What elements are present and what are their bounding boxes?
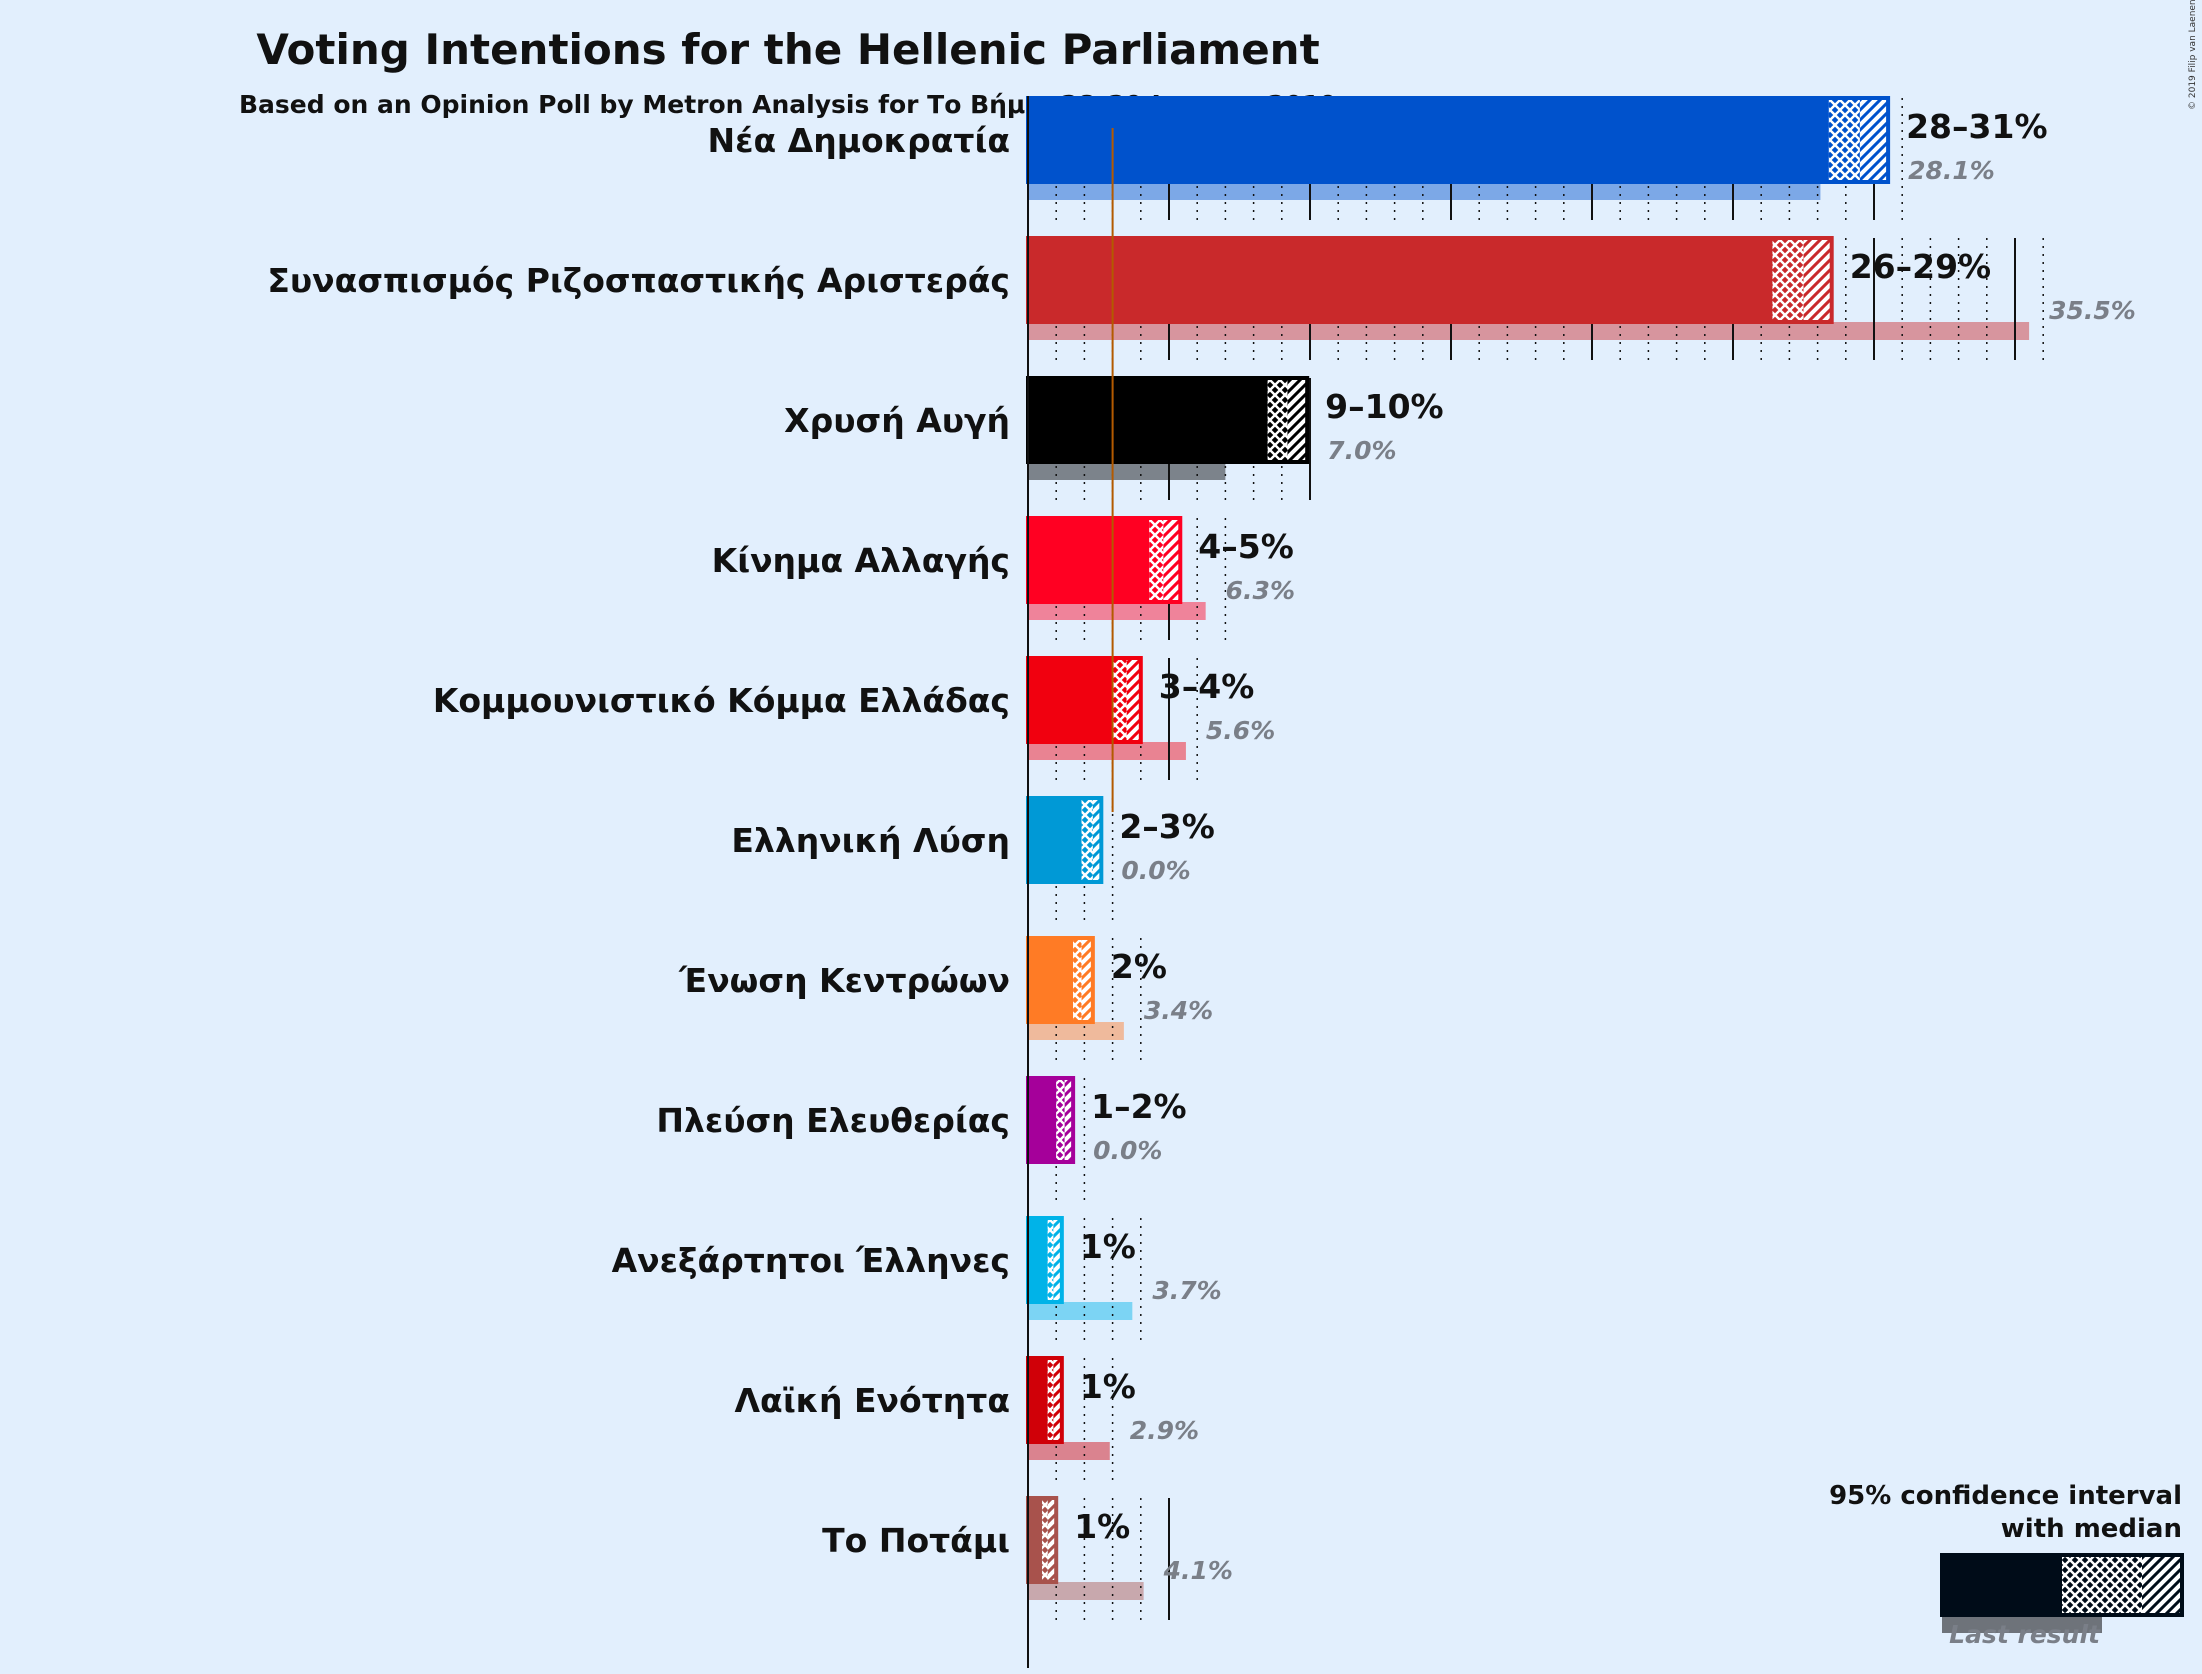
last-result-label: 7.0% xyxy=(1327,436,1396,465)
last-result-label: 2.9% xyxy=(1130,1416,1199,1445)
party-row: Κομμουνιστικό Κόμμα Ελλάδας 3–4% 5.6% xyxy=(433,656,1275,780)
party-row: Πλεύση Ελευθερίας 1–2% 0.0% xyxy=(656,1076,1187,1200)
ci-solid-bar xyxy=(1028,518,1150,602)
party-name: Το Ποτάμι xyxy=(822,1521,1010,1560)
legend-title-line2: with median xyxy=(2001,1514,2182,1544)
party-name: Ανεξάρτητοι Έλληνες xyxy=(612,1241,1010,1280)
range-label: 2–3% xyxy=(1119,807,1215,846)
last-result-bar xyxy=(1028,322,2030,340)
range-label: 4–5% xyxy=(1198,527,1294,566)
legend-crosshatch-swatch xyxy=(2062,1555,2142,1615)
ci-lower-hatch xyxy=(1047,1218,1054,1302)
ci-solid-bar xyxy=(1028,798,1082,882)
party-name: Ένωση Κεντρώων xyxy=(678,961,1010,1000)
ci-upper-hatch xyxy=(1092,798,1102,882)
last-result-label: 3.4% xyxy=(1144,996,1213,1025)
last-result-bar xyxy=(1028,462,1226,480)
ci-lower-hatch xyxy=(1042,1498,1048,1582)
ci-upper-hatch xyxy=(1081,938,1093,1022)
legend-last-swatch xyxy=(1942,1617,2102,1633)
ci-upper-hatch xyxy=(1053,1218,1062,1302)
range-label: 26–29% xyxy=(1850,247,1991,286)
party-name: Συνασπισμός Ριζοσπαστικής Αριστεράς xyxy=(267,261,1010,300)
last-result-bar xyxy=(1028,742,1186,760)
ci-lower-hatch xyxy=(1073,938,1082,1022)
legend-last-label: Last result xyxy=(1949,1620,2101,1649)
last-result-label: 4.1% xyxy=(1163,1556,1233,1585)
ci-upper-hatch xyxy=(1163,518,1181,602)
ci-solid-bar xyxy=(1028,238,1773,322)
ci-solid-bar xyxy=(1028,1498,1043,1582)
party-row: Ελληνική Λύση 2–3% 0.0% xyxy=(731,796,1215,920)
party-name: Χρυσή Αυγή xyxy=(784,401,1010,440)
party-row: Ανεξάρτητοι Έλληνες 1% 3.7% xyxy=(612,1216,1222,1340)
party-name: Κομμουνιστικό Κόμμα Ελλάδας xyxy=(433,681,1010,720)
ci-lower-hatch xyxy=(1047,1358,1054,1442)
range-label: 3–4% xyxy=(1159,667,1255,706)
ci-upper-hatch xyxy=(1126,658,1141,742)
ci-upper-hatch xyxy=(1047,1498,1057,1582)
party-name: Νέα Δημοκρατία xyxy=(708,121,1010,160)
party-name: Κίνημα Αλλαγής xyxy=(712,541,1010,580)
last-result-bar xyxy=(1028,182,1821,200)
last-result-bar xyxy=(1028,1302,1133,1320)
ci-lower-hatch xyxy=(1828,98,1860,182)
ci-lower-hatch xyxy=(1056,1078,1065,1162)
last-result-label: 0.0% xyxy=(1121,856,1190,885)
party-row: Κίνημα Αλλαγής 4–5% 6.3% xyxy=(712,516,1295,640)
range-label: 1–2% xyxy=(1091,1087,1187,1126)
party-row: Συνασπισμός Ριζοσπαστικής Αριστεράς 26–29… xyxy=(267,236,2136,360)
ci-solid-bar xyxy=(1028,1078,1057,1162)
legend-diagonal-swatch xyxy=(2142,1555,2182,1615)
ci-lower-hatch xyxy=(1772,238,1804,322)
ci-upper-hatch xyxy=(1053,1358,1062,1442)
party-row: Λαϊκή Ενότητα 1% 2.9% xyxy=(735,1356,1199,1480)
range-label: 9–10% xyxy=(1325,387,1443,426)
ci-solid-bar xyxy=(1028,938,1074,1022)
last-result-label: 35.5% xyxy=(2049,296,2136,325)
legend-title-line1: 95% confidence interval xyxy=(1829,1481,2182,1511)
party-name: Πλεύση Ελευθερίας xyxy=(656,1101,1010,1140)
ci-upper-hatch xyxy=(1859,98,1889,182)
legend: 95% confidence interval with median Last… xyxy=(1829,1481,2184,1649)
party-row: Ένωση Κεντρώων 2% 3.4% xyxy=(678,936,1213,1060)
party-row: Χρυσή Αυγή 9–10% 7.0% xyxy=(784,376,1444,500)
range-label: 1% xyxy=(1074,1507,1130,1546)
ci-solid-bar xyxy=(1028,378,1268,462)
ci-upper-hatch xyxy=(1803,238,1832,322)
party-name: Ελληνική Λύση xyxy=(731,821,1010,860)
range-label: 2% xyxy=(1111,947,1167,986)
bars-group: Νέα Δημοκρατία 28–31% 28.1% Συνασπισμός Ριζ… xyxy=(267,96,2136,1668)
ci-lower-hatch xyxy=(1267,378,1288,462)
copyright-note: © 2019 Filip van Laenen xyxy=(2188,0,2198,110)
last-result-bar xyxy=(1028,1582,1144,1600)
party-name: Λαϊκή Ενότητα xyxy=(735,1381,1010,1420)
party-row: Το Ποτάμι 1% 4.1% xyxy=(822,1496,1233,1620)
range-label: 28–31% xyxy=(1906,107,2047,146)
ci-lower-hatch xyxy=(1149,518,1164,602)
ci-lower-hatch xyxy=(1112,658,1127,742)
last-result-label: 5.6% xyxy=(1206,716,1275,745)
last-result-bar xyxy=(1028,1022,1124,1040)
ci-upper-hatch xyxy=(1064,1078,1074,1162)
ci-solid-bar xyxy=(1028,658,1113,742)
ci-lower-hatch xyxy=(1081,798,1093,882)
range-label: 1% xyxy=(1080,1367,1136,1406)
chart-title: Voting Intentions for the Hellenic Parli… xyxy=(256,25,1319,74)
ci-upper-hatch xyxy=(1287,378,1308,462)
ci-solid-bar xyxy=(1028,98,1829,182)
last-result-bar xyxy=(1028,1442,1110,1460)
last-result-label: 28.1% xyxy=(1908,156,1995,185)
range-label: 1% xyxy=(1080,1227,1136,1266)
last-result-bar xyxy=(1028,602,1206,620)
last-result-label: 6.3% xyxy=(1226,576,1295,605)
legend-outline xyxy=(1940,1553,2184,1617)
last-result-label: 3.7% xyxy=(1152,1276,1221,1305)
ci-solid-bar xyxy=(1028,1218,1048,1302)
party-row: Νέα Δημοκρατία 28–31% 28.1% xyxy=(708,96,2048,220)
last-result-label: 0.0% xyxy=(1093,1136,1162,1165)
ci-solid-bar xyxy=(1028,1358,1048,1442)
